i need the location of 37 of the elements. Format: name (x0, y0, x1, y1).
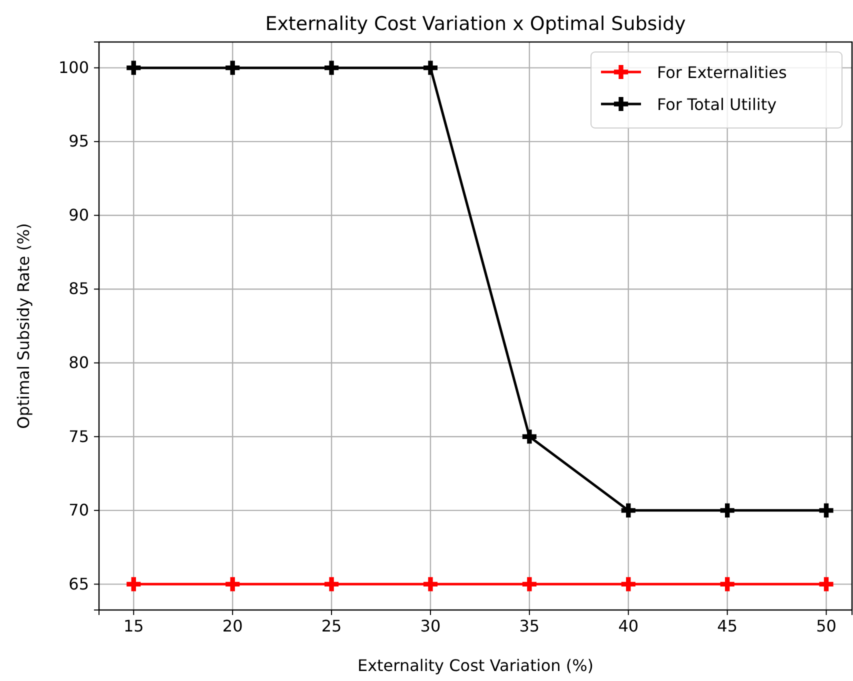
point (819, 503, 834, 518)
point (126, 577, 141, 592)
x-tick-label: 20 (222, 616, 243, 636)
x-axis-title: Externality Cost Variation (%) (357, 656, 594, 675)
point (324, 577, 339, 592)
point (720, 503, 734, 518)
point (522, 577, 536, 592)
y-tick-label: 65 (68, 574, 89, 594)
x-tick-label: 50 (816, 616, 836, 636)
point (819, 577, 834, 592)
point (226, 60, 240, 75)
x-tick-label: 40 (618, 616, 639, 636)
y-axis-title: Optimal Subsidy Rate (%) (14, 223, 33, 429)
y-tick-label: 90 (68, 205, 89, 224)
point (621, 503, 636, 518)
point (423, 60, 438, 75)
x-tick-label: 30 (420, 616, 441, 636)
point (621, 577, 636, 592)
x-tick-label: 15 (123, 616, 144, 636)
point (522, 430, 536, 444)
y-tick-label: 80 (68, 353, 89, 372)
point (423, 577, 438, 592)
y-tick-label: 100 (58, 58, 89, 77)
y-tick-label: 85 (68, 279, 89, 298)
x-tick-label: 25 (321, 616, 342, 636)
x-tick-label: 35 (519, 616, 540, 636)
legend-label: For Externalities (657, 63, 787, 82)
point (720, 577, 734, 592)
y-tick-label: 75 (68, 426, 89, 446)
point (226, 577, 240, 592)
legend-label: For Total Utility (657, 95, 777, 114)
x-tick-label: 45 (717, 616, 738, 636)
point (324, 60, 339, 75)
point (126, 60, 141, 75)
chart-title: Externality Cost Variation x Optimal Subsidy (265, 13, 686, 35)
y-tick-label: 95 (68, 132, 89, 151)
y-tick-label: 70 (68, 500, 89, 520)
